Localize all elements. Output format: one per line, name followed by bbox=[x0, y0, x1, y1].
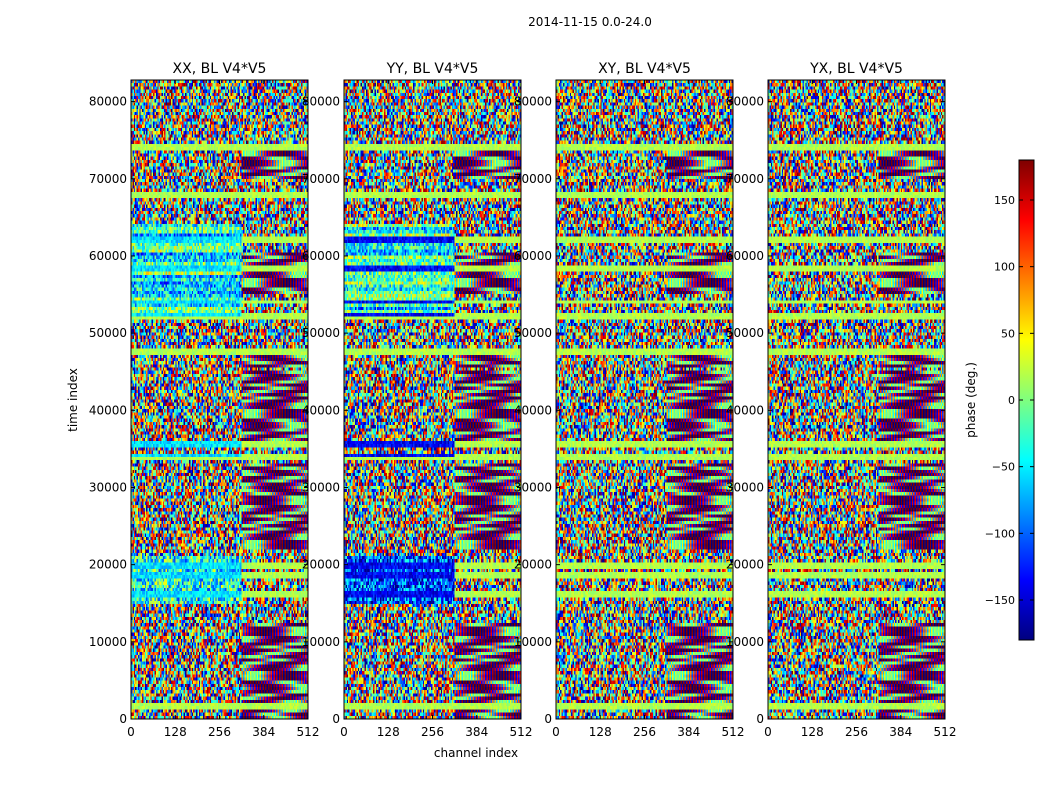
colorbar: −150 −100 −50 0 50 100 150 bbox=[985, 159, 1035, 641]
y-tick-label: 20000 bbox=[89, 558, 127, 572]
x-tick-label: 0 bbox=[764, 725, 772, 739]
x-tick-label: 256 bbox=[421, 725, 444, 739]
y-tick-label: 0 bbox=[119, 712, 127, 726]
y-tick-label: 30000 bbox=[514, 480, 552, 494]
heatmap-image-yx bbox=[768, 80, 945, 719]
x-tick-label: 0 bbox=[340, 725, 348, 739]
y-tick-label: 0 bbox=[544, 712, 552, 726]
y-tick-label: 50000 bbox=[302, 326, 340, 340]
panel-xx: XX, BL V4*V5 0 128 256 384 512 0 10000 20000 3000… bbox=[89, 61, 320, 739]
panels: XX, BL V4*V5 0 128 256 384 512 0 10000 20000 3000… bbox=[89, 61, 957, 739]
y-tick-label: 40000 bbox=[89, 403, 127, 417]
y-tick-label: 80000 bbox=[514, 95, 552, 109]
y-tick-label: 50000 bbox=[514, 326, 552, 340]
colorbar-label: phase (deg.) bbox=[964, 362, 978, 438]
y-tick-label: 50000 bbox=[726, 326, 764, 340]
y-tick-label: 0 bbox=[332, 712, 340, 726]
x-tick-label: 384 bbox=[889, 725, 912, 739]
panel-yy: YY, BL V4*V5 0 128 256 384 512 0 10000 20000 3000… bbox=[302, 61, 533, 739]
y-tick-label: 10000 bbox=[302, 635, 340, 649]
panel-yx: YX, BL V4*V5 0 128 256 384 512 0 10000 20000 3000… bbox=[726, 61, 957, 739]
x-tick-label: 384 bbox=[465, 725, 488, 739]
y-tick-label: 20000 bbox=[302, 558, 340, 572]
panel-xy: XY, BL V4*V5 0 128 256 384 512 0 10000 20000 3000… bbox=[514, 61, 745, 739]
heatmap-image-xx bbox=[131, 80, 308, 719]
y-tick-label: 20000 bbox=[726, 558, 764, 572]
x-tick-label: 128 bbox=[801, 725, 824, 739]
x-tick-label: 0 bbox=[127, 725, 135, 739]
y-tick-label: 60000 bbox=[302, 249, 340, 263]
x-tick-label: 512 bbox=[934, 725, 957, 739]
y-tick-label: 40000 bbox=[514, 403, 552, 417]
y-axis-label: time index bbox=[66, 368, 80, 432]
x-tick-label: 256 bbox=[845, 725, 868, 739]
y-tick-label: 70000 bbox=[89, 172, 127, 186]
x-tick-label: 128 bbox=[377, 725, 400, 739]
y-tick-label: 60000 bbox=[726, 249, 764, 263]
x-tick-label: 512 bbox=[722, 725, 745, 739]
x-axis-label: channel index bbox=[434, 746, 518, 760]
colorbar-tick-label: 0 bbox=[1008, 394, 1015, 407]
y-tick-label: 40000 bbox=[302, 403, 340, 417]
colorbar-tick-label: −100 bbox=[985, 527, 1015, 540]
y-tick-label: 30000 bbox=[302, 480, 340, 494]
figure-title: 2014-11-15 0.0-24.0 bbox=[528, 15, 652, 29]
heatmap-image-yy bbox=[344, 80, 521, 719]
colorbar-tick-label: −50 bbox=[992, 461, 1015, 474]
y-tick-label: 80000 bbox=[302, 95, 340, 109]
colorbar-tick-label: 100 bbox=[994, 261, 1015, 274]
panel-title: XX, BL V4*V5 bbox=[173, 61, 267, 77]
y-tick-label: 70000 bbox=[302, 172, 340, 186]
y-tick-label: 50000 bbox=[89, 326, 127, 340]
x-tick-label: 512 bbox=[510, 725, 533, 739]
x-tick-label: 256 bbox=[208, 725, 231, 739]
x-tick-label: 512 bbox=[297, 725, 320, 739]
x-tick-label: 128 bbox=[164, 725, 187, 739]
y-tick-label: 70000 bbox=[726, 172, 764, 186]
y-tick-label: 10000 bbox=[726, 635, 764, 649]
y-tick-label: 80000 bbox=[89, 95, 127, 109]
x-tick-label: 384 bbox=[252, 725, 275, 739]
y-tick-label: 60000 bbox=[514, 249, 552, 263]
x-tick-label: 128 bbox=[589, 725, 612, 739]
y-tick-label: 40000 bbox=[726, 403, 764, 417]
y-tick-label: 60000 bbox=[89, 249, 127, 263]
x-tick-label: 256 bbox=[633, 725, 656, 739]
y-tick-label: 10000 bbox=[514, 635, 552, 649]
y-tick-label: 80000 bbox=[726, 95, 764, 109]
y-tick-label: 30000 bbox=[726, 480, 764, 494]
y-tick-label: 70000 bbox=[514, 172, 552, 186]
colorbar-tick-label: 150 bbox=[994, 194, 1015, 207]
y-tick-label: 0 bbox=[756, 712, 764, 726]
panel-title: YX, BL V4*V5 bbox=[809, 61, 903, 77]
y-tick-label: 30000 bbox=[89, 480, 127, 494]
colorbar-tick-label: 50 bbox=[1001, 327, 1015, 340]
panel-title: XY, BL V4*V5 bbox=[598, 61, 691, 77]
y-tick-label: 20000 bbox=[514, 558, 552, 572]
y-tick-label: 10000 bbox=[89, 635, 127, 649]
panel-title: YY, BL V4*V5 bbox=[386, 61, 479, 77]
colorbar-tick-label: −150 bbox=[985, 594, 1015, 607]
x-tick-label: 384 bbox=[677, 725, 700, 739]
x-tick-label: 0 bbox=[552, 725, 560, 739]
heatmap-image-xy bbox=[556, 80, 733, 719]
